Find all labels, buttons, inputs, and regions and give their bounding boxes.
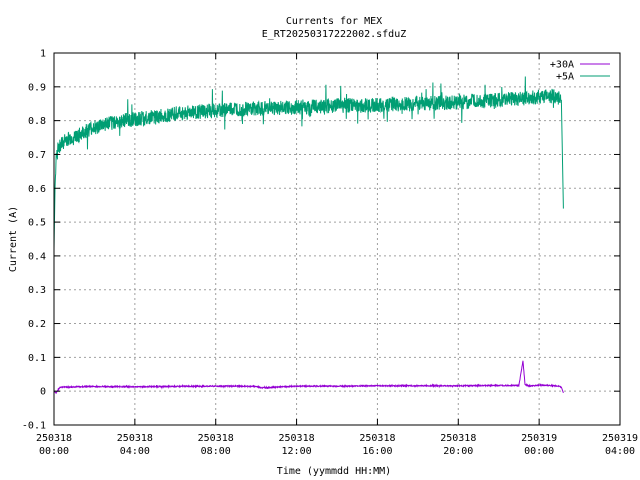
y-tick-label: 1 bbox=[40, 49, 46, 60]
y-tick-label: 0.9 bbox=[28, 82, 46, 93]
legend-label: +5A bbox=[556, 72, 574, 83]
x-tick-date: 250318 bbox=[36, 433, 72, 444]
x-tick-date: 250318 bbox=[359, 433, 395, 444]
x-tick-time: 00:00 bbox=[39, 446, 69, 457]
x-tick-time: 16:00 bbox=[362, 446, 392, 457]
y-axis-ticks: -0.1 0 0.1 0.2 0.3 0.4 0.5 0.6 0.7 0.8 0.9 1 bbox=[22, 49, 620, 432]
grid bbox=[54, 53, 620, 425]
x-axis-ticks: 250318 00:00 250318 04:00 250318 08:00 250318 1… bbox=[36, 53, 638, 457]
y-tick-label: 0.3 bbox=[28, 285, 46, 296]
x-tick-date: 250319 bbox=[602, 433, 638, 444]
y-tick-label: -0.1 bbox=[22, 421, 46, 432]
x-tick-time: 12:00 bbox=[282, 446, 312, 457]
y-tick-label: 0.4 bbox=[28, 251, 46, 262]
x-axis-label: Time (yymmdd HH:MM) bbox=[277, 466, 391, 477]
y-tick-label: 0.5 bbox=[28, 218, 46, 229]
series-line-plus5a bbox=[53, 76, 564, 250]
x-tick-date: 250318 bbox=[117, 433, 153, 444]
x-tick-date: 250318 bbox=[198, 433, 234, 444]
chart-subtitle: E_RT20250317222002.sfduZ bbox=[262, 29, 407, 40]
x-tick-date: 250318 bbox=[440, 433, 476, 444]
x-tick-time: 04:00 bbox=[120, 446, 150, 457]
x-tick-time: 00:00 bbox=[524, 446, 554, 457]
x-tick-time: 08:00 bbox=[201, 446, 231, 457]
x-tick-date: 250318 bbox=[279, 433, 315, 444]
y-axis-label: Current (A) bbox=[8, 206, 19, 272]
x-tick-time: 04:00 bbox=[605, 446, 635, 457]
y-tick-label: 0 bbox=[40, 387, 46, 398]
series-line-plus30a bbox=[53, 360, 564, 395]
legend: +30A+5A bbox=[550, 60, 610, 83]
y-tick-label: 0.1 bbox=[28, 353, 46, 364]
x-tick-time: 20:00 bbox=[443, 446, 473, 457]
plot-border bbox=[53, 52, 621, 426]
chart-title: Currents for MEX bbox=[286, 16, 382, 27]
y-tick-label: 0.2 bbox=[28, 319, 46, 330]
y-tick-label: 0.8 bbox=[28, 116, 46, 127]
legend-label: +30A bbox=[550, 60, 574, 71]
x-tick-date: 250319 bbox=[521, 433, 557, 444]
y-tick-label: 0.7 bbox=[28, 150, 46, 161]
y-tick-label: 0.6 bbox=[28, 184, 46, 195]
series-area bbox=[53, 76, 564, 395]
